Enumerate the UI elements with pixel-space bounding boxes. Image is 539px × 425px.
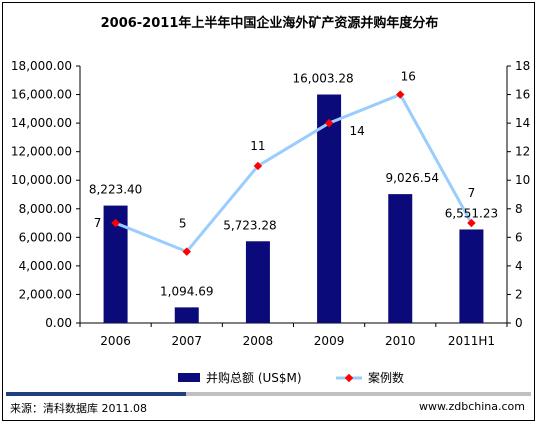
series-line xyxy=(115,92,473,254)
legend-line-label: 案例数 xyxy=(368,370,404,385)
line-marker xyxy=(324,118,334,128)
bar xyxy=(388,194,413,323)
footer-bar-left xyxy=(6,392,186,396)
footer-bar-right xyxy=(186,392,531,396)
bar-data-label: 6,551.23 xyxy=(445,206,498,220)
left-tick-label: 14,000.00 xyxy=(11,116,72,130)
bar xyxy=(459,229,484,323)
bar-data-label: 16,003.28 xyxy=(293,72,354,86)
bar-data-label: 5,723.28 xyxy=(223,218,276,232)
x-tick-label: 2010 xyxy=(385,334,416,348)
line-data-label: 16 xyxy=(401,70,416,84)
x-tick-label: 2007 xyxy=(171,334,202,348)
x-tick-label: 2006 xyxy=(100,334,131,348)
line-data-label: 7 xyxy=(468,186,476,200)
chart-frame xyxy=(2,2,535,421)
line-marker xyxy=(396,90,405,99)
legend-line-marker xyxy=(344,373,354,383)
source-note: 来源：清科数据库 2011.08 xyxy=(10,402,147,415)
legend-bar-label: 并购总额 (US$M) xyxy=(206,370,302,385)
line-data-label: 5 xyxy=(179,217,187,231)
left-tick-label: 6,000.00 xyxy=(19,230,72,244)
right-tick-label: 2 xyxy=(515,287,523,301)
line-data-label: 14 xyxy=(349,124,364,138)
right-tick-label: 0 xyxy=(515,316,523,330)
left-tick-label: 16,000.00 xyxy=(11,88,72,102)
line-marker xyxy=(111,218,120,228)
line-marker xyxy=(182,247,191,256)
right-tick-label: 6 xyxy=(515,230,523,244)
left-tick-label: 4,000.00 xyxy=(19,259,72,273)
right-tick-label: 10 xyxy=(515,173,530,187)
site-url: www.zdbchina.com xyxy=(419,400,525,413)
x-tick-label: 2008 xyxy=(243,334,274,348)
x-tick-label: 2011H1 xyxy=(448,334,495,348)
left-tick-label: 18,000.00 xyxy=(11,59,72,73)
bar-data-label: 1,094.69 xyxy=(160,284,213,298)
bar xyxy=(245,241,270,323)
left-tick-label: 12,000.00 xyxy=(11,145,72,159)
right-tick-label: 18 xyxy=(515,59,530,73)
left-tick-label: 10,000.00 xyxy=(11,173,72,187)
legend-bar-swatch xyxy=(178,373,200,382)
bar xyxy=(317,94,342,323)
right-tick-label: 4 xyxy=(515,259,523,273)
bar-data-label: 9,026.54 xyxy=(386,171,439,185)
x-tick-label: 2009 xyxy=(314,334,345,348)
line-data-label: 7 xyxy=(94,216,102,230)
chart-title: 2006-2011年上半年中国企业海外矿产资源并购年度分布 xyxy=(100,16,439,31)
line-marker xyxy=(253,161,263,171)
left-tick-label: 8,000.00 xyxy=(19,202,72,216)
line-marker xyxy=(467,218,476,228)
left-tick-label: 2,000.00 xyxy=(19,287,72,301)
right-tick-label: 14 xyxy=(515,116,530,130)
left-tick-label: 0.00 xyxy=(45,316,72,330)
right-tick-label: 16 xyxy=(515,88,530,102)
bar-data-label: 8,223.40 xyxy=(89,183,142,197)
right-tick-label: 12 xyxy=(515,145,530,159)
line-data-label: 11 xyxy=(250,139,265,153)
right-tick-label: 8 xyxy=(515,202,523,216)
bar xyxy=(174,307,199,323)
